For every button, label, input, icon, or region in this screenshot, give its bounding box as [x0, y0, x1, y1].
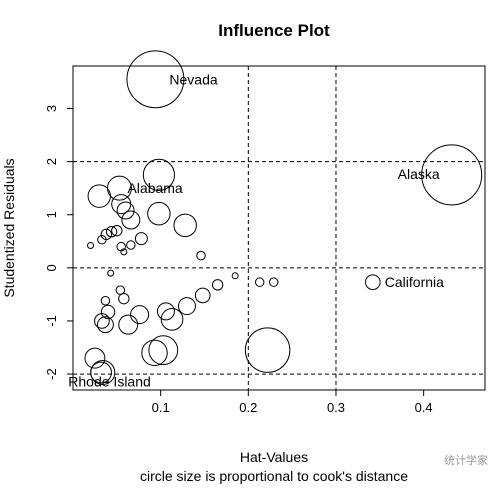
subtitle: circle size is proportional to cook's di…	[140, 468, 408, 484]
point-label: California	[385, 274, 444, 290]
point	[211, 279, 224, 291]
point	[116, 201, 135, 220]
y-tick-label: 0	[44, 264, 59, 271]
y-tick-label: -1	[44, 315, 59, 327]
point	[126, 240, 136, 250]
point	[268, 277, 279, 287]
point	[116, 241, 126, 252]
point	[118, 292, 130, 305]
point	[148, 335, 179, 366]
point	[177, 297, 196, 316]
x-tick-label: 0.4	[415, 400, 433, 415]
point	[364, 274, 381, 291]
point	[100, 304, 116, 320]
point	[196, 250, 206, 261]
point	[105, 226, 118, 238]
point	[84, 347, 106, 369]
y-tick-label: 1	[44, 211, 59, 218]
point	[244, 327, 291, 373]
point	[130, 305, 150, 325]
y-axis-label: Studentized Residuals	[1, 158, 17, 297]
reference-lines	[73, 66, 485, 390]
point-label: Alabama	[127, 180, 182, 196]
points-layer	[84, 50, 483, 385]
x-tick-label: 0.1	[152, 400, 170, 415]
point	[90, 361, 112, 384]
y-tick-label: 2	[44, 158, 59, 165]
point-label: Alaska	[398, 166, 440, 182]
point	[100, 296, 111, 306]
x-axis-label: Hat-Values	[240, 449, 308, 465]
point	[96, 316, 114, 334]
watermark: 统计学家	[444, 454, 488, 467]
point	[118, 314, 139, 335]
point	[121, 210, 141, 230]
x-tick-label: 0.2	[239, 400, 257, 415]
point-label: Nevada	[169, 71, 217, 87]
point	[194, 287, 211, 304]
point	[87, 242, 95, 250]
x-tick-label: 0.3	[327, 400, 345, 415]
point	[126, 50, 185, 109]
point	[156, 302, 175, 321]
point	[160, 308, 184, 331]
point	[97, 234, 107, 245]
point	[254, 277, 265, 287]
y-axis: -2 -1 0 1 2 3	[44, 105, 73, 380]
point	[173, 213, 197, 238]
point	[107, 269, 115, 277]
y-tick-label: 3	[44, 105, 59, 112]
point	[111, 194, 132, 215]
point	[147, 201, 171, 226]
point	[87, 184, 112, 208]
point	[421, 144, 483, 206]
point	[111, 224, 123, 237]
point	[120, 248, 128, 256]
chart-title: Influence Plot	[218, 21, 330, 40]
x-axis: 0.1 0.2 0.3 0.4	[152, 390, 433, 415]
y-tick-label: -2	[44, 368, 59, 380]
point	[134, 232, 148, 246]
point	[94, 313, 110, 329]
point	[231, 272, 239, 280]
point-label: Rhode Island	[68, 373, 151, 389]
point	[142, 158, 175, 191]
point-labels-layer: Nevada Alaska California Alabama Rhode Islan…	[68, 71, 444, 389]
plot-frame	[72, 65, 486, 391]
point	[141, 339, 168, 367]
